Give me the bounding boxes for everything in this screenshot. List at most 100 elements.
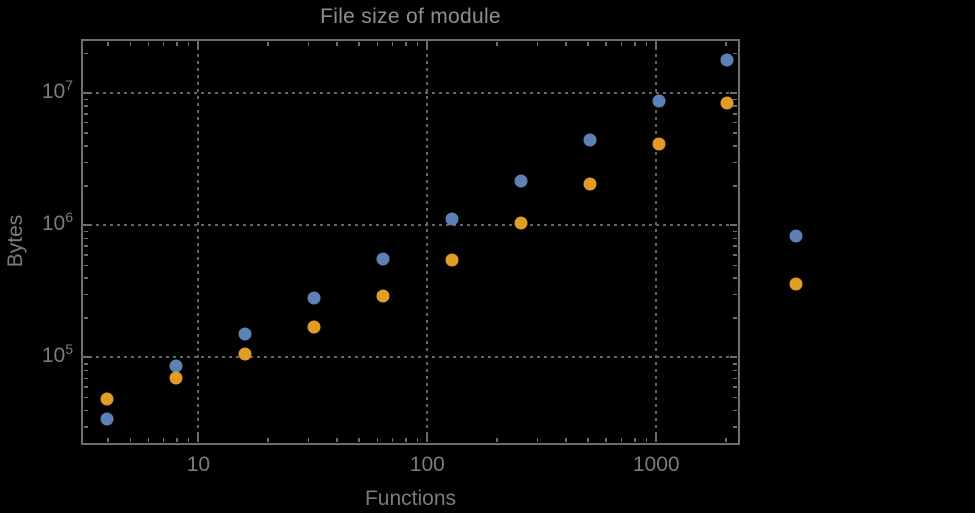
y-minor-tick-left xyxy=(84,161,88,164)
x-minor-tick-top xyxy=(162,42,165,46)
x-minor-tick-top xyxy=(536,42,539,46)
y-minor-tick-right xyxy=(733,230,737,233)
x-minor-tick-bottom xyxy=(267,438,269,442)
data-point-orange xyxy=(307,320,321,334)
data-point-blue xyxy=(445,212,459,226)
x-major-tick-bottom xyxy=(655,435,658,442)
y-minor-tick-left xyxy=(84,377,88,380)
y-minor-tick-left xyxy=(84,277,88,279)
y-major-tick-left xyxy=(84,91,91,94)
y-tick-label: 106 xyxy=(41,208,73,235)
gridline-horizontal xyxy=(82,356,739,359)
x-minor-tick-top xyxy=(391,42,394,46)
y-minor-tick-right xyxy=(733,132,737,134)
y-minor-tick-right xyxy=(733,185,737,187)
x-major-tick-top xyxy=(426,42,429,49)
y-minor-tick-right xyxy=(733,426,737,428)
x-minor-tick-bottom xyxy=(605,438,607,442)
x-minor-tick-bottom xyxy=(376,438,379,442)
data-point-orange xyxy=(720,96,734,110)
data-point-orange xyxy=(789,277,803,290)
y-minor-tick-right xyxy=(733,369,737,372)
x-minor-tick-top xyxy=(405,42,407,46)
x-major-tick-bottom xyxy=(426,435,429,442)
x-minor-tick-top xyxy=(605,42,607,46)
plot-frame xyxy=(81,39,740,445)
x-major-tick-top xyxy=(655,42,658,49)
data-point-orange xyxy=(169,371,183,385)
data-point-blue xyxy=(514,174,528,188)
x-minor-tick-bottom xyxy=(536,438,539,442)
x-minor-tick-bottom xyxy=(129,438,132,442)
y-major-tick-left xyxy=(84,356,91,359)
x-minor-tick-bottom xyxy=(416,438,419,442)
y-minor-tick-left xyxy=(84,369,88,372)
x-minor-tick-top xyxy=(725,42,727,46)
y-minor-tick-right xyxy=(733,121,737,124)
y-minor-tick-left xyxy=(84,409,88,412)
y-minor-tick-right xyxy=(733,161,737,164)
y-major-tick-left xyxy=(84,223,91,226)
x-minor-tick-top xyxy=(376,42,379,46)
y-minor-tick-left xyxy=(84,386,88,388)
y-minor-tick-right xyxy=(733,254,737,256)
y-minor-tick-left xyxy=(84,121,88,124)
x-minor-tick-bottom xyxy=(358,438,360,442)
data-point-orange xyxy=(514,216,528,230)
y-minor-tick-right xyxy=(733,264,737,267)
y-minor-tick-left xyxy=(84,230,88,233)
x-tick-label: 10 xyxy=(186,453,211,476)
x-tick-label: 100 xyxy=(409,453,445,476)
x-minor-tick-bottom xyxy=(336,438,338,442)
chart-title: File size of module xyxy=(320,5,501,28)
x-minor-tick-bottom xyxy=(405,438,407,442)
x-minor-tick-bottom xyxy=(565,438,567,442)
y-minor-tick-left xyxy=(84,363,88,365)
y-minor-tick-left xyxy=(84,426,88,428)
x-minor-tick-bottom xyxy=(107,438,109,442)
data-point-blue xyxy=(100,412,114,426)
x-minor-tick-top xyxy=(565,42,567,46)
y-minor-tick-left xyxy=(84,317,88,319)
y-minor-tick-right xyxy=(733,237,737,240)
x-minor-tick-top xyxy=(147,42,150,46)
y-tick-label: 107 xyxy=(41,76,73,103)
y-minor-tick-left xyxy=(84,132,88,134)
y-minor-tick-right xyxy=(733,409,737,412)
x-minor-tick-top xyxy=(358,42,360,46)
gridline-vertical xyxy=(197,40,200,444)
gridline-vertical xyxy=(655,40,658,444)
y-minor-tick-right xyxy=(733,317,737,319)
x-minor-tick-bottom xyxy=(391,438,394,442)
y-minor-tick-right xyxy=(733,377,737,380)
data-point-blue xyxy=(238,327,252,341)
y-minor-tick-left xyxy=(84,185,88,187)
x-minor-tick-top xyxy=(107,42,109,46)
x-minor-tick-top xyxy=(307,42,310,46)
x-minor-tick-bottom xyxy=(725,438,727,442)
data-point-blue xyxy=(720,53,734,67)
y-minor-tick-left xyxy=(84,113,88,115)
y-minor-tick-left xyxy=(84,105,88,107)
data-point-blue xyxy=(583,133,597,147)
x-minor-tick-bottom xyxy=(587,438,589,442)
y-minor-tick-right xyxy=(733,52,737,55)
y-minor-tick-left xyxy=(84,293,88,296)
gridline-horizontal xyxy=(82,91,739,94)
x-minor-tick-bottom xyxy=(645,438,648,442)
y-major-tick-right xyxy=(730,91,737,94)
y-minor-tick-left xyxy=(84,245,88,247)
data-point-orange xyxy=(376,289,390,303)
x-minor-tick-top xyxy=(587,42,589,46)
x-minor-tick-top xyxy=(620,42,623,46)
y-minor-tick-right xyxy=(733,277,737,279)
gridline-horizontal xyxy=(82,223,739,226)
x-minor-tick-bottom xyxy=(147,438,150,442)
x-tick-label: 1000 xyxy=(632,453,680,476)
x-major-tick-bottom xyxy=(197,435,200,442)
x-minor-tick-bottom xyxy=(187,438,190,442)
y-major-tick-right xyxy=(730,356,737,359)
y-minor-tick-right xyxy=(733,113,737,115)
y-minor-tick-left xyxy=(84,237,88,240)
